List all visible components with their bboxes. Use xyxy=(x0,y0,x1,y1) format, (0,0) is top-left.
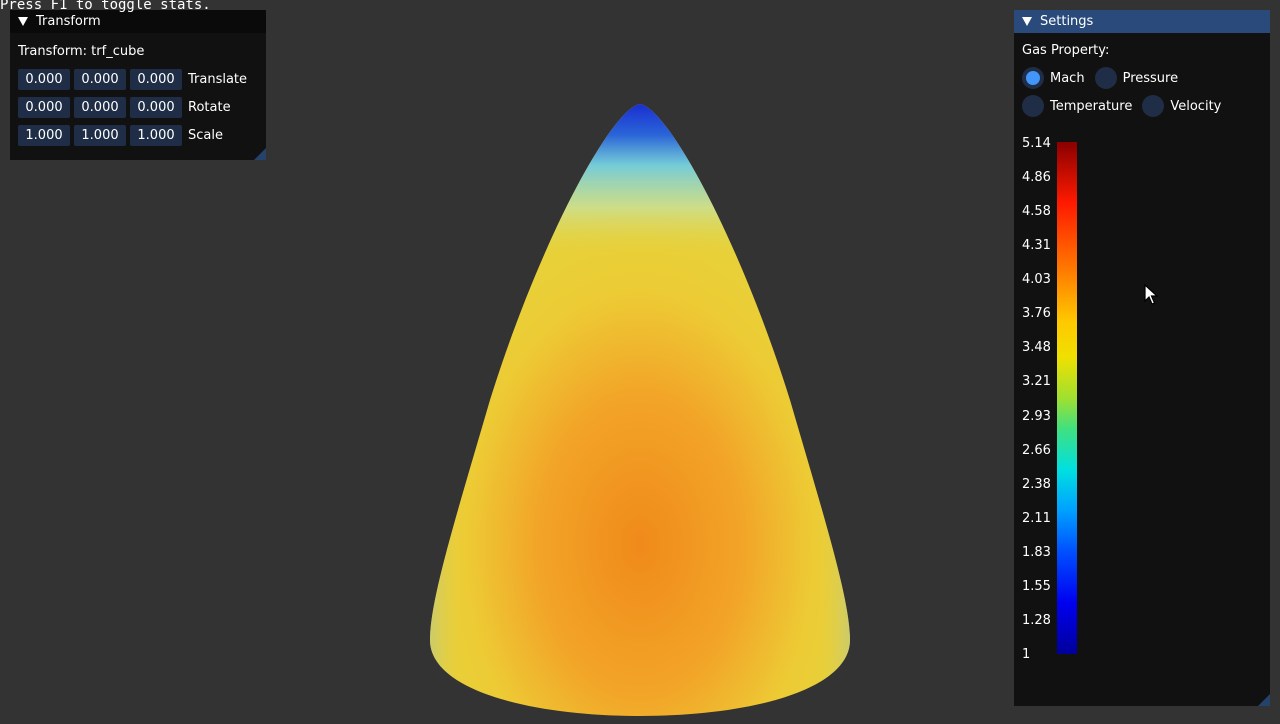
colorbar-tick-label: 1 xyxy=(1022,646,1031,662)
rotate-x-field[interactable]: 0.000 xyxy=(18,96,70,118)
colorbar-tick-label: 3.48 xyxy=(1022,340,1051,356)
radio-unselected-icon[interactable] xyxy=(1094,67,1117,89)
radio-mach[interactable]: Mach xyxy=(1022,67,1085,89)
stats-hint-text: Press F1 to toggle stats. xyxy=(0,0,211,13)
colorbar-tick-label: 2.11 xyxy=(1022,510,1051,526)
radio-mach-label[interactable]: Mach xyxy=(1050,70,1085,86)
settings-window[interactable]: Settings Gas Property: Mach Pressure Tem… xyxy=(1014,10,1270,706)
colorbar-tick-label: 2.38 xyxy=(1022,476,1051,492)
collapse-arrow-icon[interactable] xyxy=(18,17,28,26)
translate-z-field[interactable]: 0.000 xyxy=(130,68,182,90)
colorbar-tick-label: 2.66 xyxy=(1022,442,1051,458)
colorbar-tick-label: 5.14 xyxy=(1022,136,1051,151)
settings-window-titlebar[interactable]: Settings xyxy=(1014,10,1270,33)
radio-row-1: Mach Pressure xyxy=(1022,67,1262,89)
translate-label: Translate xyxy=(188,71,248,87)
radio-unselected-icon[interactable] xyxy=(1022,95,1044,117)
rotate-z-field[interactable]: 0.000 xyxy=(130,96,182,118)
translate-y-field[interactable]: 0.000 xyxy=(74,68,126,90)
radio-row-2: Temperature Velocity xyxy=(1022,95,1262,117)
translate-x-field[interactable]: 0.000 xyxy=(18,68,70,90)
colorbar-tick-label: 2.93 xyxy=(1022,408,1051,424)
mouse-cursor-icon xyxy=(1144,284,1158,305)
scale-row: 1.000 1.000 1.000 Scale xyxy=(18,123,258,147)
colorbar-tick-label: 3.21 xyxy=(1022,374,1051,390)
colorbar-tick-label: 4.31 xyxy=(1022,238,1051,254)
radio-temperature[interactable]: Temperature xyxy=(1022,95,1132,117)
colorbar-tick-label: 4.86 xyxy=(1022,170,1051,186)
colorbar-tick-label: 1.83 xyxy=(1022,544,1051,560)
colorbar-legend: 5.14 4.86 4.58 4.31 4.03 3.76 3.48 3.21 2.93 2.66… xyxy=(1014,134,1270,674)
translate-row: 0.000 0.000 0.000 Translate xyxy=(18,67,258,91)
scale-y-field[interactable]: 1.000 xyxy=(74,124,126,146)
radio-selected-icon[interactable] xyxy=(1022,67,1044,89)
transform-window-title: Transform xyxy=(36,14,101,29)
transform-name-label: Transform: trf_cube xyxy=(18,44,145,59)
colorbar-tick-label: 3.76 xyxy=(1022,306,1051,322)
colorbar-tick-label: 4.58 xyxy=(1022,204,1051,220)
transform-window[interactable]: Transform Transform: trf_cube 0.000 0.00… xyxy=(10,10,266,160)
scale-z-field[interactable]: 1.000 xyxy=(130,124,182,146)
transform-window-titlebar[interactable]: Transform xyxy=(10,10,266,33)
rotate-y-field[interactable]: 0.000 xyxy=(74,96,126,118)
radio-velocity[interactable]: Velocity xyxy=(1142,95,1221,117)
resize-grip-icon[interactable] xyxy=(254,148,266,160)
colorbar-tick-label: 1.28 xyxy=(1022,612,1051,628)
rotate-label: Rotate xyxy=(188,99,231,115)
colorbar-tick-label: 4.03 xyxy=(1022,272,1051,288)
scale-label: Scale xyxy=(188,127,223,143)
colorbar-tick-label: 1.55 xyxy=(1022,578,1051,594)
collapse-arrow-icon[interactable] xyxy=(1022,17,1032,26)
colorbar-gradient xyxy=(1057,142,1077,654)
radio-temperature-label[interactable]: Temperature xyxy=(1050,98,1133,114)
gas-property-label: Gas Property: xyxy=(1022,43,1110,58)
radio-pressure[interactable]: Pressure xyxy=(1094,67,1179,89)
settings-window-title: Settings xyxy=(1040,14,1094,29)
rotate-row: 0.000 0.000 0.000 Rotate xyxy=(18,95,258,119)
radio-unselected-icon[interactable] xyxy=(1142,95,1165,117)
radio-velocity-label[interactable]: Velocity xyxy=(1170,98,1222,114)
scale-x-field[interactable]: 1.000 xyxy=(18,124,70,146)
radio-pressure-label[interactable]: Pressure xyxy=(1122,70,1179,86)
resize-grip-icon[interactable] xyxy=(1258,694,1270,706)
